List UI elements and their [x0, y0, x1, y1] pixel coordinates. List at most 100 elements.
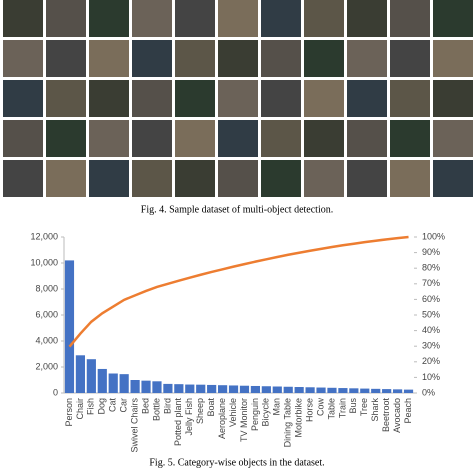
bar [228, 385, 239, 393]
bar [272, 386, 282, 393]
x-tick-label: Bird [162, 398, 172, 414]
bar [393, 389, 403, 393]
photo [3, 160, 43, 197]
photo [89, 40, 129, 77]
cumulative-line [68, 235, 409, 348]
bar [316, 387, 326, 393]
photo [261, 120, 301, 157]
image-grid [3, 0, 473, 197]
x-tick-label: Aeroplane [217, 398, 227, 439]
photo [390, 160, 430, 197]
photo [433, 160, 473, 197]
bar [163, 383, 173, 393]
x-tick-label: Chair [75, 398, 85, 420]
photo [390, 40, 430, 77]
bar [283, 386, 293, 393]
x-tick-label: Bus [348, 398, 358, 414]
photo [132, 40, 172, 77]
photo [304, 40, 344, 77]
x-tick-label: Swivel Chairs [129, 398, 139, 453]
y2-tick-label: 100% [422, 231, 445, 241]
y2-tick-label: 60% [422, 294, 440, 304]
bar [97, 368, 107, 393]
x-tick-label: Horse [304, 398, 314, 422]
y2-tick-label: 70% [422, 278, 440, 288]
photo [433, 0, 473, 37]
bar [64, 260, 75, 393]
x-tick-label: Motorbike [294, 398, 304, 438]
bar [130, 380, 140, 393]
x-tick-label: Sheep [195, 398, 205, 424]
photo [46, 80, 86, 117]
bar [196, 384, 206, 393]
photo [175, 160, 215, 197]
x-tick-label: Bicycle [261, 398, 271, 427]
photo [132, 160, 172, 197]
figure-caption: Fig. 4. Sample dataset of multi-object d… [141, 204, 333, 215]
bar [75, 355, 85, 393]
bar [382, 389, 392, 393]
x-tick-label: Bed [140, 398, 150, 414]
bar [86, 359, 96, 393]
x-tick-label: TV Monitor [239, 398, 249, 442]
x-tick-label: Fish [86, 398, 96, 415]
y-tick-label: 10,000 [30, 257, 58, 267]
photo [304, 80, 344, 117]
y2-tick-label: 30% [422, 341, 440, 351]
photo [175, 120, 215, 157]
photo [347, 40, 387, 77]
x-tick-label: Beetroot [381, 398, 391, 433]
photo [89, 80, 129, 117]
photo [3, 0, 43, 37]
bar [403, 389, 414, 393]
photo [433, 40, 473, 77]
photo [347, 160, 387, 197]
y2-tick-label: 0% [422, 387, 435, 397]
bar [239, 385, 250, 393]
bar [250, 385, 260, 393]
x-tick-label: Avocado [392, 398, 402, 433]
bar [327, 387, 337, 393]
bar [261, 386, 271, 393]
bar [141, 380, 151, 393]
photo [3, 80, 43, 117]
photo [132, 0, 172, 37]
photo [3, 40, 43, 77]
photo [46, 0, 86, 37]
y-tick-label: 12,000 [30, 231, 58, 241]
photo [218, 160, 258, 197]
x-tick-label: Table [326, 398, 336, 420]
bar [174, 384, 184, 393]
photo [46, 160, 86, 197]
photo [261, 80, 301, 117]
photo [132, 120, 172, 157]
y2-tick-label: 20% [422, 356, 440, 366]
x-tick-label: Jelly Fish [184, 398, 194, 436]
photo [89, 160, 129, 197]
photo [433, 80, 473, 117]
y2-tick-label: 80% [422, 263, 440, 273]
photo [3, 120, 43, 157]
bar [371, 388, 381, 393]
photo [390, 80, 430, 117]
x-tick-label: Person [64, 398, 74, 427]
photo [218, 80, 258, 117]
x-tick-label: Shark [370, 398, 380, 422]
photo [347, 80, 387, 117]
x-tick-label: Dog [97, 398, 107, 415]
bar [119, 374, 129, 393]
photo [304, 0, 344, 37]
photo [175, 80, 215, 117]
photo [89, 120, 129, 157]
x-tick-label: Cat [108, 398, 118, 413]
y-tick-label: 4,000 [35, 335, 58, 345]
bar [349, 388, 359, 393]
photo [390, 0, 430, 37]
photo [390, 120, 430, 157]
y2-tick-label: 50% [422, 309, 440, 319]
x-tick-label: Dining Table [283, 398, 293, 447]
x-tick-label: Vehicle [228, 398, 238, 427]
bar [360, 388, 370, 393]
x-tick-label: Cow [315, 398, 325, 417]
